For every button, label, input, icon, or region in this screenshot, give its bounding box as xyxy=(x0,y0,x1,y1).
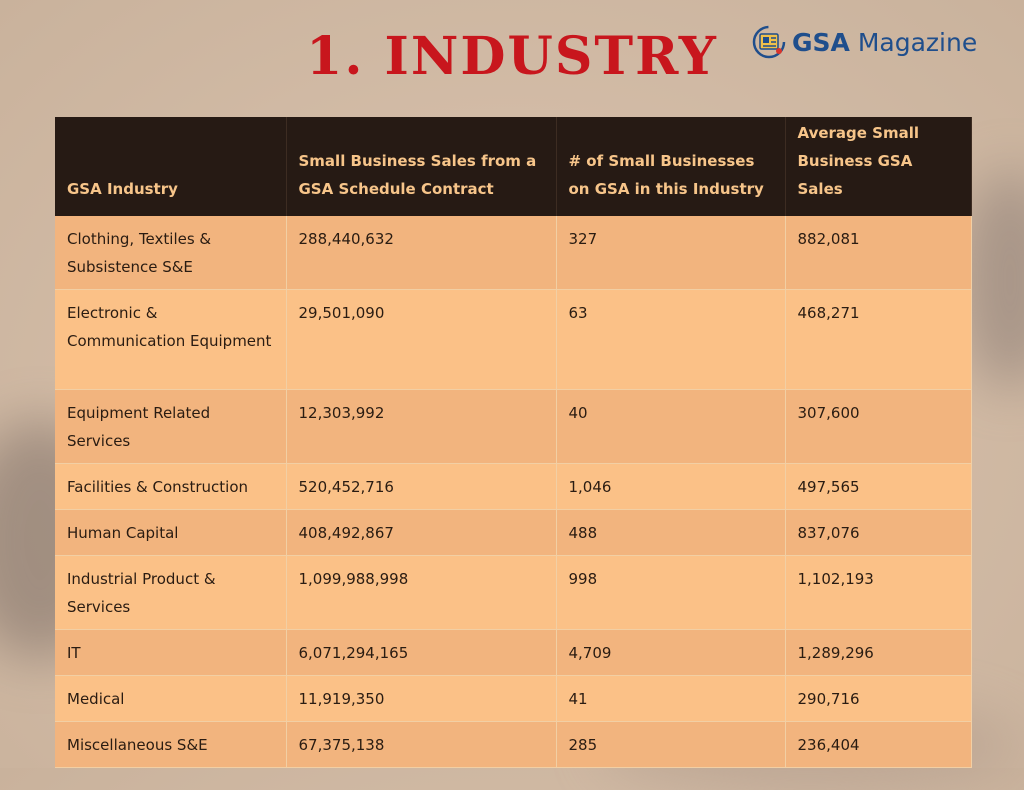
cell-count: 1,046 xyxy=(556,463,786,510)
cell-industry: IT xyxy=(55,629,287,676)
cell-average: 468,271 xyxy=(785,289,972,390)
table-row: Electronic & Communication Equipment 29,… xyxy=(55,289,972,390)
cell-industry: Electronic & Communication Equipment xyxy=(55,289,287,390)
table-row: Clothing, Textiles & Subsistence S&E 288… xyxy=(55,216,972,290)
cell-average: 882,081 xyxy=(785,216,972,290)
cell-sales: 67,375,138 xyxy=(286,721,557,768)
logo-brand: GSA xyxy=(792,27,850,57)
cell-average: 1,102,193 xyxy=(785,555,972,630)
logo-wordmark: GSA Magazine xyxy=(792,28,977,57)
cell-average: 290,716 xyxy=(785,675,972,722)
cell-count: 63 xyxy=(556,289,786,390)
industry-table: GSA Industry Small Business Sales from a… xyxy=(55,117,972,768)
cell-sales: 288,440,632 xyxy=(286,216,557,290)
cell-average: 837,076 xyxy=(785,509,972,556)
cell-average: 497,565 xyxy=(785,463,972,510)
cell-count: 327 xyxy=(556,216,786,290)
table-row: Miscellaneous S&E 67,375,138 285 236,404 xyxy=(55,721,972,768)
cell-industry: Facilities & Construction xyxy=(55,463,287,510)
cell-sales: 520,452,716 xyxy=(286,463,557,510)
cell-sales: 29,501,090 xyxy=(286,289,557,390)
cell-industry: Human Capital xyxy=(55,509,287,556)
header-small-business-sales: Small Business Sales from a GSA Schedule… xyxy=(286,117,557,216)
header-business-count: # of Small Businesses on GSA in this Ind… xyxy=(556,117,786,216)
logo-suffix: Magazine xyxy=(849,27,978,57)
magazine-logo-icon xyxy=(752,25,786,59)
cell-average: 236,404 xyxy=(785,721,972,768)
cell-count: 40 xyxy=(556,389,786,464)
cell-sales: 12,303,992 xyxy=(286,389,557,464)
cell-count: 285 xyxy=(556,721,786,768)
cell-sales: 6,071,294,165 xyxy=(286,629,557,676)
cell-industry: Medical xyxy=(55,675,287,722)
header-average-sales: Average Small Business GSA Sales xyxy=(785,117,972,216)
table-row: Human Capital 408,492,867 488 837,076 xyxy=(55,509,972,556)
table-row: IT 6,071,294,165 4,709 1,289,296 xyxy=(55,629,972,676)
table-row: Facilities & Construction 520,452,716 1,… xyxy=(55,463,972,510)
cell-industry: Equipment Related Services xyxy=(55,389,287,464)
cell-industry: Clothing, Textiles & Subsistence S&E xyxy=(55,216,287,290)
cell-count: 4,709 xyxy=(556,629,786,676)
cell-sales: 408,492,867 xyxy=(286,509,557,556)
cell-count: 998 xyxy=(556,555,786,630)
cell-sales: 11,919,350 xyxy=(286,675,557,722)
table-row: Equipment Related Services 12,303,992 40… xyxy=(55,389,972,464)
cell-industry: Industrial Product & Services xyxy=(55,555,287,630)
page-title: 1. INDUSTRY xyxy=(306,26,718,87)
cell-industry: Miscellaneous S&E xyxy=(55,721,287,768)
cell-count: 41 xyxy=(556,675,786,722)
gsa-magazine-logo: GSA Magazine xyxy=(752,22,977,62)
table-header-row: GSA Industry Small Business Sales from a… xyxy=(55,117,972,216)
cell-average: 307,600 xyxy=(785,389,972,464)
header-gsa-industry: GSA Industry xyxy=(55,117,287,216)
table-row: Medical 11,919,350 41 290,716 xyxy=(55,675,972,722)
table-row: Industrial Product & Services 1,099,988,… xyxy=(55,555,972,630)
cell-sales: 1,099,988,998 xyxy=(286,555,557,630)
cell-average: 1,289,296 xyxy=(785,629,972,676)
cell-count: 488 xyxy=(556,509,786,556)
